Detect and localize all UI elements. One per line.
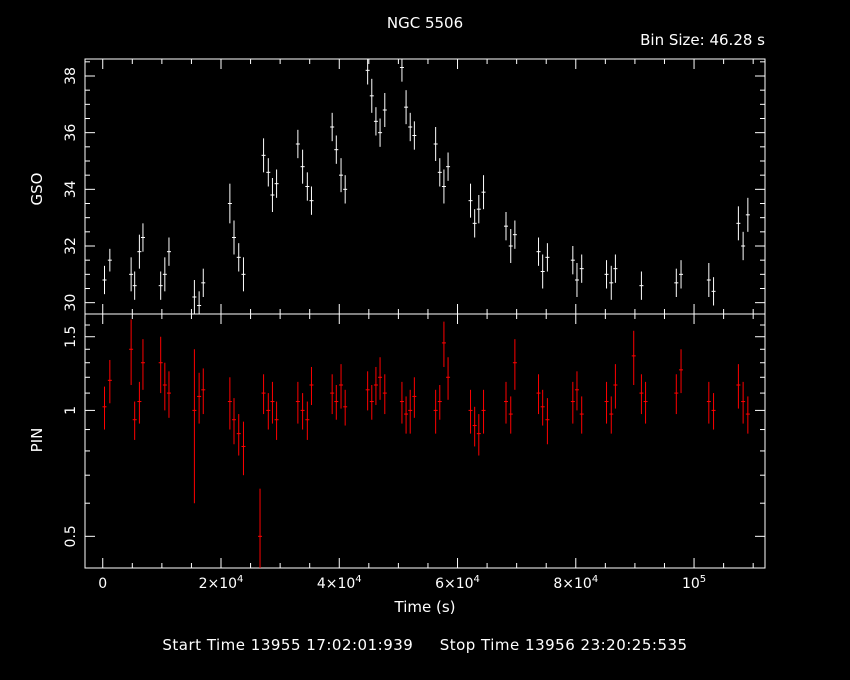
time-tick-exponent: 4 (237, 574, 243, 585)
time-tick-exponent: 5 (700, 574, 706, 585)
gso-ytick-label: 34 (63, 180, 79, 198)
pin-ytick-label: 0.5 (63, 525, 79, 547)
gso-ytick-label: 32 (63, 237, 79, 255)
gso-ytick-label: 30 (63, 294, 79, 312)
pin-ytick-label: 1 (63, 406, 79, 415)
gso-ytick-label: 38 (63, 67, 79, 85)
chart-title: NGC 5506 (387, 14, 463, 32)
pin-panel: 0.5 1 1.5 0 2×104 4×104 6×104 8×104 105 (63, 313, 766, 592)
start-time-label: Start Time 13955 17:02:01:939 (162, 636, 414, 654)
time-axis-label: Time (s) (394, 598, 456, 616)
time-tick-label: 4×104 (317, 574, 362, 592)
time-tick-exponent: 4 (474, 574, 480, 585)
pin-plot-frame (84, 313, 766, 569)
time-tick-exponent: 4 (592, 574, 598, 585)
time-tick-label: 6×104 (435, 574, 480, 592)
gso-plot-frame (84, 58, 766, 315)
time-tick-label: 8×104 (553, 574, 598, 592)
gso-axis-label: GSO (28, 173, 46, 206)
time-tick-label: 105 (682, 574, 706, 592)
pin-ytick-label: 1.5 (63, 326, 79, 348)
pin-axis-label: PIN (28, 428, 46, 453)
gso-panel: 30 32 34 36 38 (63, 58, 766, 315)
time-tick-label: 0 (98, 576, 107, 592)
time-tick-exponent: 4 (355, 574, 361, 585)
time-range-footer: Start Time 13955 17:02:01:939 Stop Time … (0, 636, 850, 654)
bin-size-label: Bin Size: 46.28 s (640, 31, 765, 49)
gso-ytick-label: 36 (63, 124, 79, 142)
stop-time-label: Stop Time 13956 23:20:25:535 (439, 636, 688, 654)
time-tick-label: 2×104 (199, 574, 244, 592)
